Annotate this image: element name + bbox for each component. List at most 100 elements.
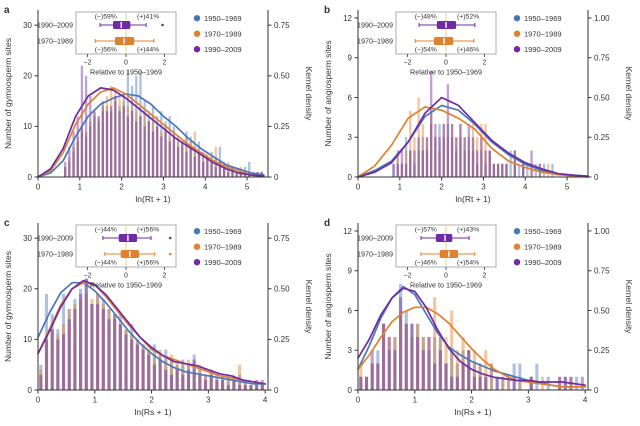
inset-tick-label: 0 [124, 273, 128, 280]
histogram-bar [56, 339, 60, 390]
histogram-bar [478, 363, 482, 390]
density-curve [357, 106, 589, 178]
y-right-axis-label: Kernel density [304, 280, 314, 335]
inset-pos-percent: (+)44% [137, 47, 159, 54]
histogram-bar [455, 363, 459, 390]
histogram-bar [238, 374, 242, 390]
x-axis-label: ln(Rs + 1) [134, 407, 171, 417]
legend-dot [193, 30, 201, 37]
y-left-tick-label: 6 [348, 93, 353, 102]
histogram-bar [505, 163, 508, 177]
histogram-bar [249, 384, 253, 390]
histogram-bar [141, 349, 145, 390]
histogram-bar [417, 137, 420, 177]
x-tick-label: 4 [523, 183, 528, 192]
histogram-bar [438, 137, 441, 177]
histogram-bar [206, 151, 209, 177]
histogram-bar [168, 141, 171, 177]
histogram-bar [409, 150, 412, 177]
histogram-bar [563, 376, 567, 390]
histogram-bar [147, 349, 151, 390]
histogram-bar [505, 163, 508, 177]
inset-tick-label: 2 [483, 273, 487, 280]
density-curve [357, 287, 587, 387]
legend-item-label: 1970–1989 [204, 30, 242, 39]
histogram-bar [396, 163, 399, 177]
x-tick-label: 0 [356, 396, 361, 405]
histogram-bar [164, 369, 168, 390]
histogram-bar [484, 376, 488, 390]
histogram-bar [450, 310, 454, 390]
histogram-bar [113, 314, 117, 390]
x-tick-label: 2 [119, 183, 124, 192]
histogram-bar [393, 336, 397, 390]
y-right-tick-label: 0.75 [274, 21, 290, 30]
histogram-bar [232, 379, 236, 390]
histogram-bar [400, 163, 404, 177]
histogram-bar [181, 364, 185, 390]
histogram-bar [364, 376, 369, 390]
histogram-bar [484, 163, 487, 177]
histogram-bar [172, 136, 176, 177]
histogram-bar [135, 344, 139, 390]
histogram-bar [222, 166, 226, 177]
histogram-bar [526, 163, 529, 177]
histogram-bar [203, 374, 208, 390]
histogram-bar [118, 324, 122, 390]
y-right-tick-label: 0.25 [594, 133, 610, 142]
histogram-bar [235, 171, 238, 177]
histogram-bar [387, 336, 391, 390]
inset-neg-percent: (−)44% [95, 260, 117, 267]
y-right-tick-label: 0 [594, 173, 599, 182]
histogram-bar [376, 350, 380, 390]
histogram-bar [151, 116, 155, 177]
histogram-bar [392, 163, 395, 177]
x-tick-label: 5 [565, 183, 570, 192]
histogram-bar [492, 163, 496, 177]
y-left-tick-label: 20 [23, 285, 32, 294]
y-left-tick-label: 12 [343, 14, 352, 23]
histogram-bar [84, 75, 88, 177]
histogram-bar [39, 374, 43, 390]
histogram-bar [438, 150, 441, 177]
histogram-bar [505, 163, 508, 177]
histogram-bar [50, 329, 54, 390]
histogram-bar [463, 137, 466, 177]
histogram-bar [506, 376, 511, 390]
legend-item-label: 1990–2009 [524, 258, 562, 267]
histogram-bar [227, 166, 230, 177]
histogram-bar [209, 374, 213, 390]
histogram-bar [135, 111, 138, 177]
y-right-tick-label: 0.75 [594, 267, 610, 276]
histogram-bar [96, 303, 100, 390]
histogram-bar [463, 137, 466, 177]
histogram-bar [450, 350, 454, 390]
y-left-tick-label: 10 [23, 335, 32, 344]
histogram-bar [404, 137, 408, 177]
histogram-bar [156, 116, 159, 177]
histogram-bar [76, 116, 79, 177]
histogram-bar [39, 364, 43, 390]
histogram-bar [248, 161, 251, 177]
boxplot-outlier [168, 252, 172, 256]
histogram-bar [186, 369, 191, 390]
histogram-bar [68, 156, 71, 177]
inset-row-label: 1970–1989 [357, 37, 393, 46]
histogram-bar [130, 101, 134, 177]
inset-axis-label: Relative to 1950–1969 [410, 281, 482, 290]
histogram-bar [370, 363, 374, 390]
inset-row-label: 1970–1989 [37, 37, 73, 46]
histogram-bar [158, 349, 162, 390]
x-axis-label: ln(Rt + 1) [135, 194, 170, 204]
histogram-bar [210, 151, 213, 177]
panel-letter: d [324, 218, 330, 229]
histogram-bar [158, 359, 162, 390]
histogram-bar [185, 131, 188, 177]
y-right-tick-label: 0 [274, 173, 279, 182]
histogram-bar [97, 116, 100, 177]
histogram-bar [67, 309, 71, 390]
histogram-bar [417, 150, 420, 177]
histogram-bar [243, 166, 247, 177]
histogram-bar [203, 374, 208, 390]
